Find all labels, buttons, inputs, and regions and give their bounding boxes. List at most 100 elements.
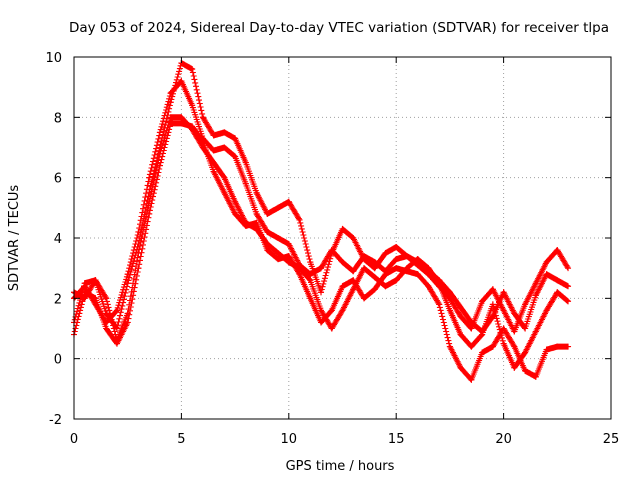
data-point <box>264 210 271 217</box>
data-point <box>307 259 314 266</box>
x-tick-label: 25 <box>603 432 620 447</box>
data-point <box>350 268 357 275</box>
data-point <box>468 376 475 383</box>
data-point <box>81 283 88 290</box>
data-point <box>511 310 518 317</box>
data-point <box>468 343 475 350</box>
data-point <box>414 271 421 278</box>
x-axis-ticks: 0 5 10 15 20 25 <box>70 57 619 447</box>
data-point <box>522 367 529 374</box>
data-point <box>489 286 496 293</box>
y-tick-label: 8 <box>54 111 62 126</box>
data-point <box>328 325 335 332</box>
data-point <box>565 343 572 350</box>
y-tick-label: 2 <box>54 292 62 307</box>
series-markers <box>71 120 571 383</box>
data-point <box>436 280 443 287</box>
data-point <box>350 286 357 293</box>
data-point <box>124 319 131 326</box>
data-point <box>92 277 99 284</box>
data-point <box>113 340 120 347</box>
data-point <box>307 277 314 284</box>
data-point <box>210 168 217 175</box>
y-axis-ticks: -2 0 2 4 6 8 10 <box>45 51 611 428</box>
data-point <box>253 189 260 196</box>
x-tick-label: 0 <box>70 432 78 447</box>
data-point <box>511 328 518 335</box>
data-point <box>92 295 99 302</box>
data-point <box>318 265 325 272</box>
data-point <box>253 219 260 226</box>
data-point <box>296 216 303 223</box>
data-point <box>532 373 539 380</box>
data-point <box>360 295 367 302</box>
data-point <box>135 265 142 272</box>
data-point <box>264 247 271 254</box>
data-point <box>146 174 153 181</box>
data-point <box>522 301 529 308</box>
data-point <box>113 307 120 314</box>
data-point <box>457 304 464 311</box>
data-point <box>167 120 174 127</box>
data-point <box>554 289 561 296</box>
data-point <box>446 307 453 314</box>
data-point <box>178 78 185 85</box>
data-point <box>178 120 185 127</box>
data-point <box>103 295 110 302</box>
data-point <box>275 256 282 263</box>
data-point <box>500 325 507 332</box>
y-axis-label: SDTVAR / TECUs <box>7 185 22 292</box>
chart-title: Day 053 of 2024, Sidereal Day-to-day VTE… <box>69 20 609 36</box>
x-tick-label: 20 <box>495 432 512 447</box>
data-point <box>393 256 400 263</box>
data-point <box>479 349 486 356</box>
data-point <box>275 250 282 257</box>
data-point <box>500 340 507 347</box>
data-point <box>511 343 518 350</box>
data-point <box>167 90 174 97</box>
data-point <box>189 123 196 130</box>
data-point <box>532 328 539 335</box>
data-point <box>189 66 196 73</box>
y-tick-label: 6 <box>54 172 62 187</box>
data-point <box>103 325 110 332</box>
data-point <box>275 204 282 211</box>
data-point <box>318 319 325 326</box>
data-point <box>522 325 529 332</box>
data-point <box>221 189 228 196</box>
data-point <box>307 295 314 302</box>
data-point <box>371 286 378 293</box>
data-point <box>489 343 496 350</box>
data-point <box>468 319 475 326</box>
series-3 <box>71 114 572 371</box>
data-point <box>350 277 357 284</box>
data-point <box>210 132 217 139</box>
data-point <box>242 222 249 229</box>
data-point <box>264 228 271 235</box>
data-point <box>457 313 464 320</box>
data-point <box>189 102 196 109</box>
data-point <box>296 271 303 278</box>
data-point <box>232 153 239 160</box>
data-point <box>339 259 346 266</box>
data-point <box>360 265 367 272</box>
data-point <box>339 307 346 314</box>
data-point <box>522 349 529 356</box>
data-point <box>403 268 410 275</box>
data-point <box>479 331 486 338</box>
grid <box>74 57 611 419</box>
data-point <box>500 289 507 296</box>
data-point <box>446 289 453 296</box>
data-point <box>468 325 475 332</box>
data-point <box>425 265 432 272</box>
data-point <box>532 280 539 287</box>
data-point <box>403 253 410 260</box>
data-point <box>371 259 378 266</box>
data-point <box>232 135 239 142</box>
data-point <box>425 283 432 290</box>
data-point <box>382 271 389 278</box>
data-point <box>565 298 572 305</box>
data-point <box>382 250 389 257</box>
y-tick-label: 10 <box>45 51 62 66</box>
data-point <box>339 225 346 232</box>
